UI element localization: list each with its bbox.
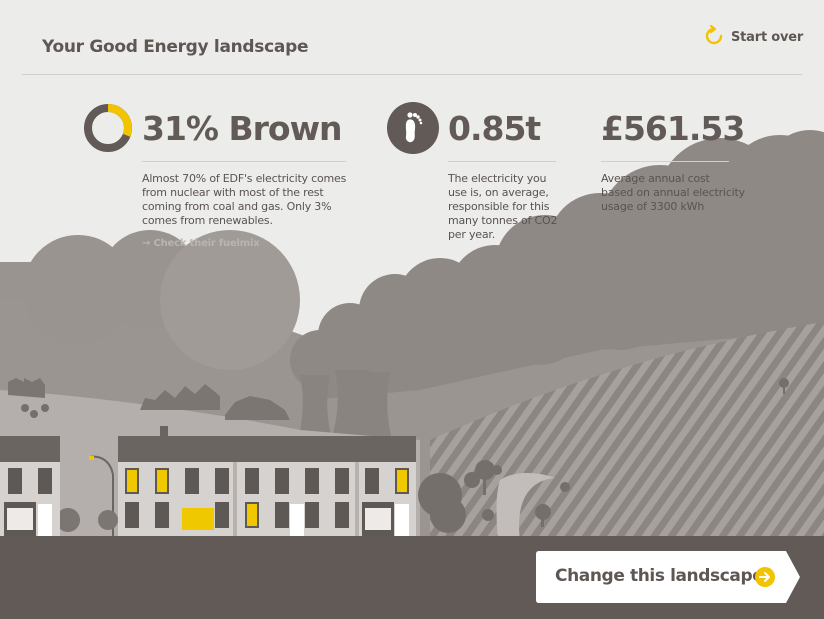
footprint-icon — [387, 102, 439, 154]
cost-description: Average annual cost based on annual elec… — [601, 172, 761, 214]
annual-cost-value: £561.53 — [601, 109, 745, 148]
street-lamp — [89, 455, 114, 540]
carbon-description-line: per year. — [448, 228, 495, 241]
check-fuelmix-label: Check their fuelmix — [153, 238, 260, 249]
cost-description-line: usage of 3300 kWh — [601, 200, 705, 213]
fuel-description-line: coming from coal and gas. Only 3% — [142, 200, 332, 213]
change-landscape-label: Change this landscape — [555, 566, 764, 586]
refresh-icon — [705, 24, 723, 49]
carbon-description-line: use is, on average, — [448, 186, 549, 199]
donut-chart-icon — [84, 104, 132, 152]
carbon-value: 0.85t — [448, 109, 541, 148]
carbon-description: The electricity you use is, on average, … — [448, 172, 568, 242]
bushes — [56, 508, 118, 532]
carbon-description-line: many tonnes of CO2 — [448, 214, 558, 227]
carbon-description-line: The electricity you — [448, 172, 547, 185]
fuel-mix-value: 31% Brown — [142, 109, 343, 148]
start-over-button[interactable]: Start over — [705, 24, 804, 49]
fuel-divider — [142, 161, 346, 162]
cost-description-line: Average annual cost — [601, 172, 710, 185]
donut-brown-segment — [107, 104, 132, 137]
arrow-right-icon: → — [142, 238, 151, 249]
carbon-divider — [448, 161, 556, 162]
page-title: Your Good Energy landscape — [42, 37, 309, 57]
fuel-description: Almost 70% of EDF's electricity comes fr… — [142, 172, 352, 228]
change-button-shape — [536, 551, 800, 603]
cooling-towers — [298, 370, 392, 440]
start-over-label: Start over — [731, 29, 804, 45]
trees — [21, 378, 789, 533]
distant-village — [8, 378, 290, 420]
cost-description-line: based on annual electricity — [601, 186, 745, 199]
smoke-cloud — [290, 130, 824, 400]
arrow-right-circle-icon — [755, 567, 775, 587]
field-path — [496, 473, 555, 540]
header-divider — [22, 74, 802, 75]
check-fuelmix-link[interactable]: → Check their fuelmix — [142, 238, 260, 249]
terraced-houses — [0, 426, 416, 536]
change-landscape-button[interactable]: Change this landscape — [536, 551, 800, 603]
fuel-description-line: comes from renewables. — [142, 214, 273, 227]
cost-divider — [601, 161, 729, 162]
carbon-description-line: responsible for this — [448, 200, 550, 213]
fuel-description-line: from nuclear with most of the rest — [142, 186, 324, 199]
fuel-description-line: Almost 70% of EDF's electricity comes — [142, 172, 347, 185]
